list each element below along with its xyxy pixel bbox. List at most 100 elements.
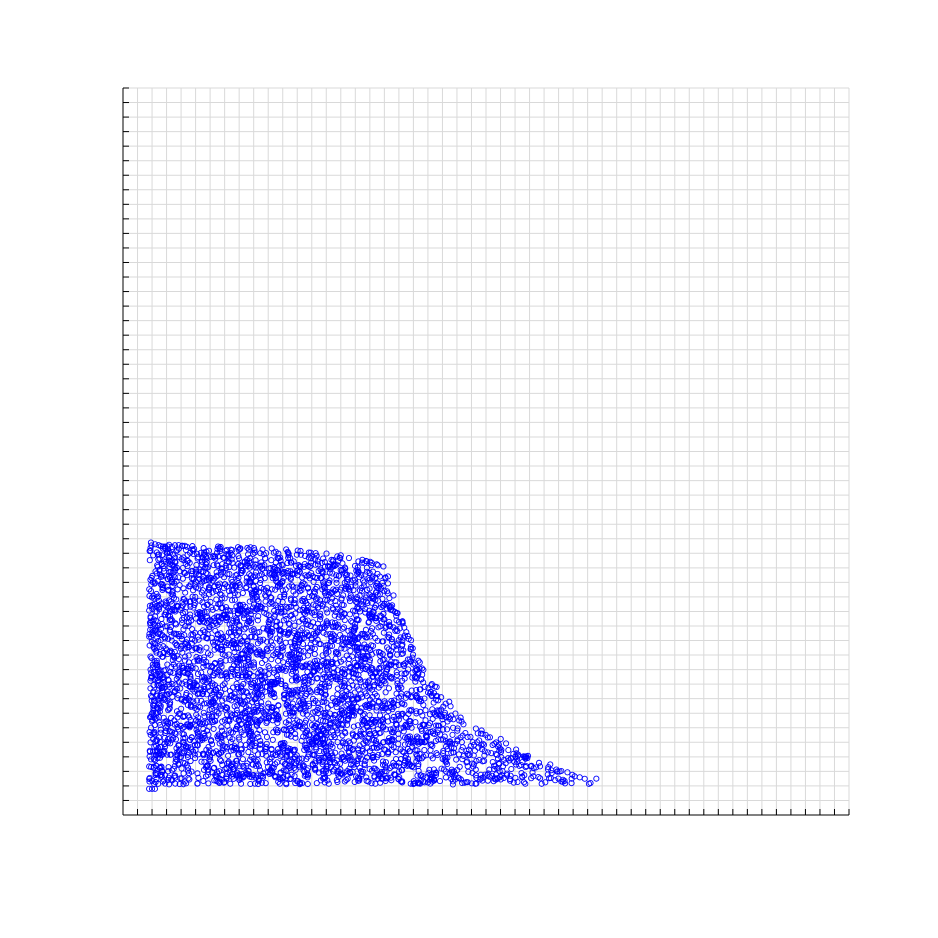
scatter-point	[154, 594, 161, 601]
scatter-point	[191, 637, 198, 644]
scatter-point	[363, 777, 370, 784]
scatter-point	[418, 725, 425, 732]
scatter-point	[347, 753, 354, 760]
scatter-point	[246, 715, 253, 722]
scatter-point	[398, 670, 405, 677]
scatter-point	[238, 569, 245, 576]
scatter-point	[264, 625, 271, 632]
scatter-point	[332, 718, 339, 725]
scatter-point	[288, 727, 295, 734]
scatter-point	[377, 652, 384, 659]
scatter-point	[427, 720, 434, 727]
scatter-point	[331, 632, 338, 639]
scatter-point	[434, 707, 441, 714]
scatter-point	[356, 574, 363, 581]
scatter-point	[260, 625, 267, 632]
scatter-point	[152, 715, 159, 722]
scatter-point	[311, 589, 318, 596]
scatter-point	[213, 549, 221, 556]
scatter-point	[243, 578, 250, 585]
scatter-point	[314, 663, 321, 670]
scatter-point	[369, 751, 376, 759]
scatter-point	[274, 651, 281, 658]
scatter-point	[307, 549, 314, 556]
scatter-point	[204, 650, 212, 657]
scatter-point	[179, 642, 186, 649]
scatter-point	[266, 600, 273, 607]
scatter-point	[270, 690, 277, 697]
scatter-point	[312, 744, 319, 751]
scatter-point	[204, 620, 211, 627]
scatter-point	[285, 629, 292, 637]
scatter-point	[203, 679, 210, 686]
scatter-point	[449, 781, 456, 788]
scatter-point	[190, 738, 197, 745]
scatter-point	[446, 715, 453, 723]
scatter-point	[171, 688, 178, 695]
scatter-point	[154, 634, 161, 641]
scatter-point	[390, 592, 397, 599]
scatter-point	[246, 615, 253, 622]
scatter-point	[298, 663, 305, 670]
scatter-point	[398, 693, 405, 700]
scatter-point	[443, 726, 451, 733]
scatter-point	[217, 643, 225, 650]
scatter-point	[316, 624, 324, 631]
scatter-point	[503, 770, 511, 777]
scatter-point	[329, 727, 336, 734]
scatter-point	[324, 655, 331, 662]
scatter-point	[332, 712, 339, 719]
scatter-point	[412, 719, 419, 726]
scatter-point	[333, 776, 340, 784]
scatter-point	[241, 558, 248, 565]
scatter-point	[413, 665, 420, 672]
scatter-point	[197, 549, 204, 556]
scatter-point	[198, 589, 205, 596]
scatter-point	[333, 757, 340, 764]
scatter-point	[317, 641, 324, 648]
scatter-point	[146, 775, 153, 782]
scatter-point	[215, 583, 223, 590]
scatter-point	[244, 544, 251, 551]
scatter-point	[175, 656, 182, 663]
scatter-point	[213, 561, 220, 568]
scatter-point	[308, 634, 315, 642]
scatter-point	[240, 669, 247, 676]
scatter-point	[225, 629, 232, 636]
scatter-point	[274, 759, 281, 766]
scatter-point	[227, 607, 234, 614]
scatter-point	[146, 747, 153, 754]
scatter-point	[215, 553, 222, 560]
scatter-point	[292, 766, 299, 773]
scatter-point	[187, 717, 194, 724]
scatter-point	[148, 785, 156, 792]
scatter-point	[301, 674, 308, 681]
scatter-point	[200, 568, 207, 575]
scatter-point	[451, 774, 458, 781]
scatter-point	[427, 752, 434, 759]
scatter-point	[230, 640, 237, 648]
scatter-point	[263, 638, 271, 645]
scatter-point	[398, 650, 405, 658]
scatter-point	[417, 708, 424, 715]
scatter-point	[282, 767, 289, 774]
scatter-point	[302, 610, 309, 617]
scatter-point	[289, 570, 296, 577]
scatter-point	[319, 698, 326, 705]
scatter-point	[162, 543, 169, 550]
scatter-point	[300, 682, 307, 689]
scatter-point	[298, 597, 305, 604]
scatter-point	[246, 771, 253, 778]
scatter-point	[181, 712, 188, 720]
scatter-point	[262, 688, 269, 695]
scatter-point	[312, 708, 319, 715]
scatter-point	[249, 761, 256, 768]
scatter-point	[337, 770, 344, 777]
scatter-point	[369, 703, 376, 710]
scatter-point	[363, 598, 370, 605]
scatter-point	[415, 740, 422, 747]
scatter-point	[441, 711, 448, 718]
scatter-point	[366, 610, 374, 617]
scatter-point	[181, 697, 188, 704]
scatter-point	[177, 643, 185, 650]
